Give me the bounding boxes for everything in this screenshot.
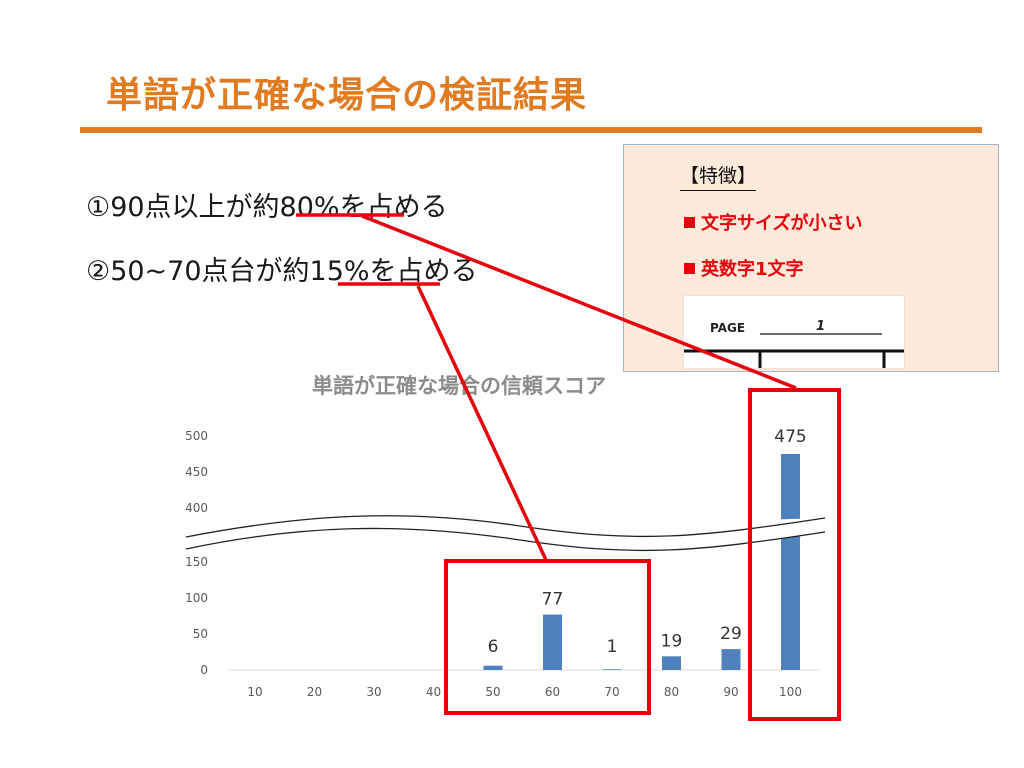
feature-item-label: 英数字1文字 (701, 259, 804, 280)
sample-page-label: PAGE (710, 321, 745, 335)
x-tick-label: 30 (366, 685, 381, 699)
x-tick-label: 70 (604, 685, 619, 699)
square-bullet-icon (684, 217, 695, 228)
title-rule (80, 127, 982, 133)
data-label-80: 19 (661, 631, 683, 651)
data-label-90: 29 (720, 624, 742, 644)
y-tick-label: 500 (185, 429, 208, 443)
data-label-100: 475 (774, 427, 806, 447)
axis-break (185, 515, 826, 552)
feature-heading: 【特徴】 (680, 161, 757, 191)
x-tick-label: 40 (426, 685, 441, 699)
bar-100 (781, 454, 800, 670)
x-tick-label: 100 (779, 685, 802, 699)
bar-50 (483, 665, 503, 670)
data-label-70: 1 (607, 637, 618, 657)
data-label-50: 6 (488, 637, 499, 657)
page-field-sample: PAGE 1 (684, 319, 904, 368)
feature-item-small-font: 文字サイズが小さい (684, 209, 862, 235)
x-tick-label: 80 (664, 685, 679, 699)
x-tick-label: 90 (723, 685, 738, 699)
y-tick-label: 50 (193, 627, 208, 641)
square-bullet-icon (684, 263, 695, 274)
data-label-60: 77 (542, 590, 564, 610)
y-tick-label: 450 (185, 465, 208, 479)
slide-title: 単語が正確な場合の検証結果 (106, 75, 588, 116)
x-tick-label: 50 (485, 685, 500, 699)
bar-70 (602, 669, 622, 670)
y-tick-label: 400 (185, 501, 208, 515)
x-tick-label: 60 (545, 685, 560, 699)
feature-item-single-char: 英数字1文字 (684, 255, 804, 281)
feature-item-label: 文字サイズが小さい (701, 213, 863, 234)
x-tick-label: 20 (307, 685, 322, 699)
bar-60 (543, 614, 562, 670)
y-tick-label: 0 (200, 663, 208, 677)
x-tick-label: 10 (247, 685, 262, 699)
y-tick-label: 100 (185, 591, 208, 605)
bar-80 (662, 656, 681, 670)
y-tick-label: 150 (185, 555, 208, 569)
sample-image: PAGE 1 (684, 296, 904, 368)
bar-90 (721, 649, 741, 670)
sample-page-value: 1 (816, 319, 825, 334)
feature-box: 【特徴】 文字サイズが小さい 英数字1文字 PAGE 1 (623, 144, 999, 372)
